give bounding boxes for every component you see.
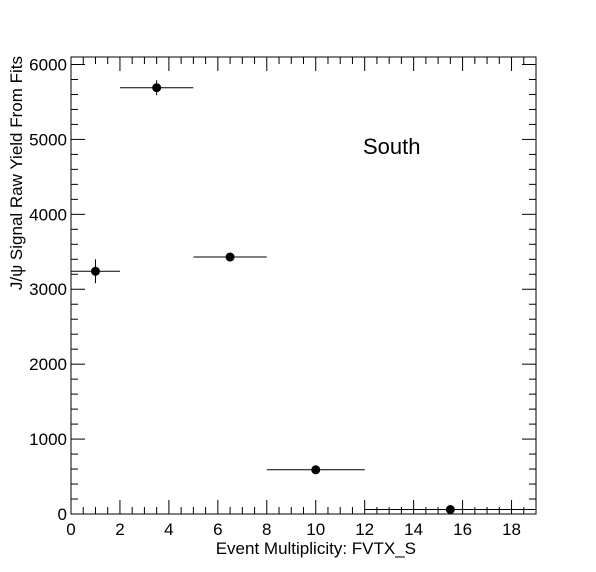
x-tick-label: 8 bbox=[262, 520, 271, 539]
plot-frame bbox=[70, 56, 537, 515]
data-marker bbox=[445, 505, 455, 515]
data-marker bbox=[152, 83, 162, 93]
x-tick-label: 16 bbox=[453, 520, 472, 539]
y-tick-label: 6000 bbox=[29, 55, 67, 74]
y-axis-label: J/ψ Signal Raw Yield From Fits bbox=[7, 56, 26, 290]
data-point bbox=[119, 80, 194, 96]
data-point bbox=[266, 465, 365, 475]
y-tick-label: 4000 bbox=[29, 205, 67, 224]
x-tick-label: 10 bbox=[306, 520, 325, 539]
data-point bbox=[71, 259, 120, 284]
y-tick-label: 1000 bbox=[29, 430, 67, 449]
data-point bbox=[193, 252, 267, 262]
x-tick-label: 2 bbox=[115, 520, 124, 539]
y-tick-label: 2000 bbox=[29, 355, 67, 374]
data-marker bbox=[225, 252, 235, 262]
x-tick-label: 14 bbox=[404, 520, 423, 539]
x-tick-label: 4 bbox=[164, 520, 173, 539]
x-axis-label: Event Multiplicity: FVTX_S bbox=[216, 539, 416, 558]
data-marker bbox=[90, 266, 100, 276]
data-point bbox=[364, 505, 536, 515]
y-tick-label: 3000 bbox=[29, 280, 67, 299]
x-tick-label: 0 bbox=[66, 520, 75, 539]
x-tick-label: 18 bbox=[502, 520, 521, 539]
x-tick-label: 12 bbox=[355, 520, 374, 539]
data-marker bbox=[311, 465, 321, 475]
x-tick-label: 6 bbox=[213, 520, 222, 539]
y-tick-label: 5000 bbox=[29, 130, 67, 149]
annotation-label: South bbox=[363, 134, 421, 159]
y-tick-label: 0 bbox=[58, 505, 67, 524]
